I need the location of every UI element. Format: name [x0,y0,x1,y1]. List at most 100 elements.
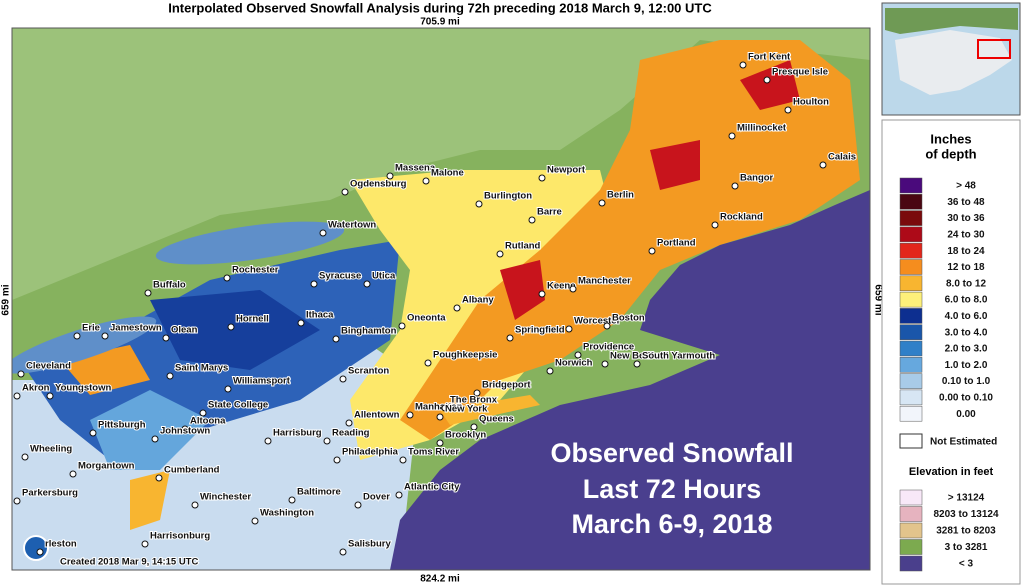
city-label: Watertown [328,220,376,231]
city-marker [399,456,407,464]
city-marker [223,274,231,282]
elevation-label: 3281 to 8203 [936,526,996,537]
legend-swatch [899,194,923,210]
legend-swatch [899,373,923,389]
city-marker [101,332,109,340]
city-label: Akron [22,383,50,394]
city-marker [603,322,611,330]
city-marker [424,359,432,367]
city-label: Johnstown [160,426,210,437]
city-label: New York [445,404,488,415]
legend-label: 2.0 to 3.0 [945,344,988,355]
city-marker [506,334,514,342]
map-frame [11,27,871,571]
city-label: Barre [537,207,562,218]
legend-label: 12 to 18 [947,262,985,273]
city-label: Baltimore [297,487,341,498]
legend-label: 0.00 to 0.10 [939,393,993,404]
city-marker [473,389,481,397]
legend-label: 30 to 36 [947,213,985,224]
ocean [390,190,870,570]
city-label: rleston [45,539,77,550]
city-label: Malone [431,168,464,179]
legend-label: 8.0 to 12 [946,278,986,289]
elevation-swatch [899,506,923,522]
city-label: Burlington [484,191,532,202]
city-marker [784,106,792,114]
elevation-label: 8203 to 13124 [933,509,998,520]
city-label: Erie [82,323,100,334]
city-marker [46,392,54,400]
city-label: Poughkeepsie [433,350,497,361]
city-marker [323,437,331,445]
city-marker [339,548,347,556]
city-marker [453,304,461,312]
city-label: Washington [260,508,314,519]
city-marker [406,411,414,419]
city-label: South Yarmouth [642,351,715,362]
city-marker [89,429,97,437]
lake-ontario [155,221,345,265]
city-label: Wheeling [30,444,72,455]
elevation-swatch [899,555,923,572]
city-label: Scranton [348,366,389,377]
elevation-swatch [899,489,923,506]
legend-label: 4.0 to 6.0 [945,311,988,322]
elevation-swatch [899,522,923,539]
overlay-line: Observed Snowfall [550,438,793,468]
city-label: Newport [547,165,586,176]
city-marker [251,517,259,525]
city-label: Oneonta [407,313,446,324]
city-label: Springfield [515,325,565,336]
city-marker [436,413,444,421]
city-marker [398,322,406,330]
city-marker [496,250,504,258]
city-label: Albany [462,295,494,306]
snow-mid-blue [90,390,210,470]
legend-label: 0.00 [956,409,976,420]
city-label: Calais [828,152,856,163]
city-marker [13,392,21,400]
legend-label: > 48 [956,181,976,192]
city-label: Youngstown [55,383,111,394]
city-marker [633,360,641,368]
city-label: The Bronx [450,395,498,406]
city-marker [21,453,29,461]
city-marker [538,174,546,182]
city-marker [739,61,747,69]
city-marker [224,385,232,393]
city-marker [569,285,577,293]
scale-left: 659 mi [1,284,12,315]
city-marker [395,491,403,499]
legend-label: 18 to 24 [947,246,985,257]
city-marker [69,470,77,478]
overlay-line: March 6-9, 2018 [571,509,772,539]
city-marker [310,280,318,288]
city-marker [333,456,341,464]
city-label: Rockland [720,212,763,223]
city-marker [598,199,606,207]
city-marker [763,76,771,84]
city-marker [199,409,207,417]
city-marker [528,216,536,224]
legend-swatch [899,177,923,194]
legend-swatch [899,259,923,275]
city-marker [354,501,362,509]
scale-right: 659 mi [872,284,883,315]
long-island [440,395,540,425]
city-marker [441,404,449,412]
city-marker [141,540,149,548]
city-label: Binghamton [341,326,397,337]
city-label: Ogdensburg [350,179,407,190]
credit: Created 2018 Mar 9, 14:15 UTC [60,557,198,568]
city-label: Cleveland [26,361,71,372]
elevation-label: < 3 [959,559,974,570]
city-label: Norwich [555,358,593,369]
city-marker [297,319,305,327]
city-label: Bangor [740,173,774,184]
city-label: Morgantown [78,461,135,472]
legend-swatch [899,291,923,308]
city-label: Manhattan [415,402,463,413]
elevation-swatch [899,539,923,555]
